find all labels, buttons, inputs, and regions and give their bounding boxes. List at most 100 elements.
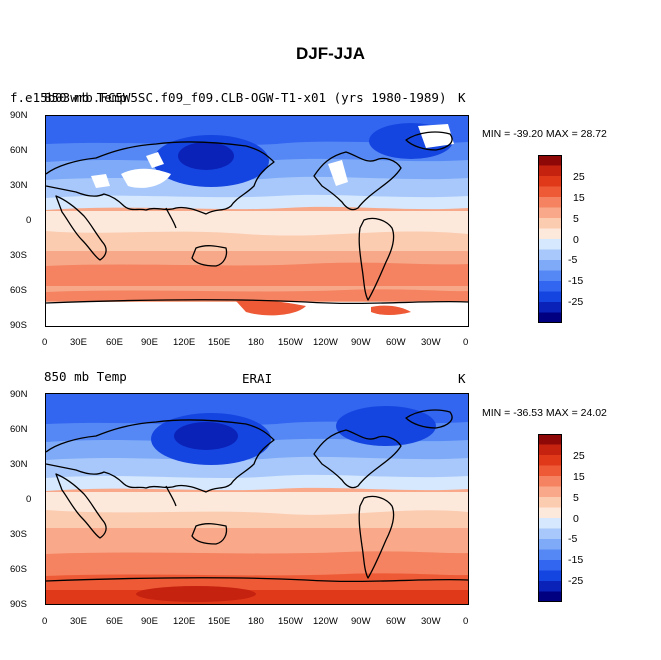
panel2-colorbar-svg — [538, 434, 562, 602]
panel2-lat-tick: 90N — [10, 389, 28, 400]
colorbar-swatch — [538, 186, 562, 198]
panel1-lon-tick: 90E — [141, 337, 158, 348]
panel1-lat-tick: 0 — [26, 215, 32, 226]
colorbar-swatch — [538, 560, 562, 571]
colorbar-label: 25 — [573, 450, 585, 462]
panel1-colorbar — [538, 155, 562, 323]
figure-title: DJF-JJA — [296, 44, 365, 63]
colorbar-swatch — [538, 155, 562, 166]
colorbar-swatch — [538, 281, 562, 292]
panel2-lon-tick: 0 — [463, 616, 469, 627]
colorbar-label: -25 — [568, 575, 584, 587]
panel1-lat-tick: 60N — [10, 145, 28, 156]
colorbar-swatch — [538, 434, 562, 445]
panel2-map-svg — [46, 394, 468, 604]
colorbar-label: -5 — [568, 533, 578, 545]
colorbar-label: 15 — [573, 471, 585, 483]
panel1-lat-tick: 30N — [10, 180, 28, 191]
colorbar-swatch — [538, 291, 562, 303]
colorbar-label: 25 — [573, 171, 585, 183]
colorbar-label: 0 — [573, 513, 579, 525]
panel1-lon-tick: 0 — [42, 337, 48, 348]
colorbar-border — [538, 434, 562, 602]
colorbar-label: 15 — [573, 192, 585, 204]
panel2-lon-tick: 180 — [248, 616, 264, 627]
panel1-lon-tick: 150W — [278, 337, 303, 348]
colorbar-swatch — [538, 570, 562, 582]
panel2-lat-tick: 30N — [10, 459, 28, 470]
panel1-lon-tick: 0 — [463, 337, 469, 348]
panel2-lon-tick: 30E — [70, 616, 87, 627]
colorbar-swatch — [538, 218, 562, 229]
colorbar-swatch — [538, 455, 562, 466]
colorbar-swatch — [538, 444, 562, 456]
colorbar-label: -5 — [568, 254, 578, 266]
panel1-lon-tick: 150E — [208, 337, 231, 348]
panel2-min-max: MIN = -36.53 MAX = 24.02 — [482, 407, 607, 419]
panel1-right-label: K — [458, 90, 466, 105]
colorbar-swatch — [538, 465, 562, 477]
panel2-lon-tick: 0 — [42, 616, 48, 627]
panel1-lon-tick: 90W — [351, 337, 371, 348]
colorbar-swatch — [538, 260, 562, 271]
panel1-lon-tick: 60W — [386, 337, 406, 348]
panel1-lon-tick: 30E — [70, 337, 87, 348]
panel2-lon-tick: 60W — [386, 616, 406, 627]
colorbar-swatch — [538, 249, 562, 261]
panel2-lat-tick: 60S — [10, 564, 27, 575]
panel1-lon-tick: 120E — [173, 337, 196, 348]
colorbar-swatch — [538, 176, 562, 187]
colorbar-swatch — [538, 518, 562, 529]
panel1-lat-tick: 60S — [10, 285, 27, 296]
colorbar-swatch — [538, 197, 562, 208]
colorbar-swatch — [538, 591, 562, 602]
panel1-lon-tick: 180 — [248, 337, 264, 348]
panel2-lon-tick: 150E — [208, 616, 231, 627]
panel1-lon-tick: 30W — [421, 337, 441, 348]
panel2-center-label: ERAI — [242, 371, 273, 386]
colorbar-swatch — [538, 507, 562, 519]
panel2-lon-tick: 120W — [313, 616, 338, 627]
colorbar-swatch — [538, 312, 562, 323]
panel1-colorbar-svg — [538, 155, 562, 323]
panel2-lat-tick: 0 — [26, 494, 32, 505]
panel2-right-label: K — [458, 371, 466, 386]
panel2-left-label: 850 mb Temp — [44, 369, 127, 384]
colorbar-swatch — [538, 302, 562, 313]
colorbar-swatch — [538, 270, 562, 282]
panel1-case-label: f.e15b03wrb.FC5W5SC.f09_f09.CLB-OGW-T1-x… — [10, 90, 447, 105]
colorbar-swatch — [538, 476, 562, 487]
colorbar-swatch — [538, 165, 562, 177]
panel2-lon-tick: 90W — [351, 616, 371, 627]
panel2-lon-tick: 150W — [278, 616, 303, 627]
colorbar-swatch — [538, 539, 562, 550]
colorbar-label: -15 — [568, 275, 584, 287]
panel2-map — [45, 393, 469, 605]
colorbar-border — [538, 155, 562, 323]
panel1-lat-tick: 90N — [10, 110, 28, 121]
colorbar-label: -25 — [568, 296, 584, 308]
panel1-map — [45, 115, 469, 327]
panel1-left-label: 850 mb Temp — [44, 90, 127, 105]
panel2-lat-tick: 90S — [10, 599, 27, 610]
colorbar-label: 5 — [573, 492, 579, 504]
panel1-lon-tick: 120W — [313, 337, 338, 348]
panel2-colorbar — [538, 434, 562, 602]
panel2-lat-tick: 60N — [10, 424, 28, 435]
panel1-lon-tick: 60E — [106, 337, 123, 348]
panel2-lat-tick: 30S — [10, 529, 27, 540]
colorbar-label: 5 — [573, 213, 579, 225]
colorbar-swatch — [538, 228, 562, 240]
panel1-min-max: MIN = -39.20 MAX = 28.72 — [482, 128, 607, 140]
colorbar-swatch — [538, 549, 562, 561]
panel1-lat-tick: 30S — [10, 250, 27, 261]
panel1-map-svg — [46, 116, 468, 326]
colorbar-swatch — [538, 528, 562, 540]
colorbar-label: -15 — [568, 554, 584, 566]
colorbar-swatch — [538, 207, 562, 219]
colorbar-swatch — [538, 239, 562, 250]
colorbar-swatch — [538, 497, 562, 508]
colorbar-swatch — [538, 486, 562, 498]
panel2-lon-tick: 30W — [421, 616, 441, 627]
panel2-lon-tick: 120E — [173, 616, 196, 627]
